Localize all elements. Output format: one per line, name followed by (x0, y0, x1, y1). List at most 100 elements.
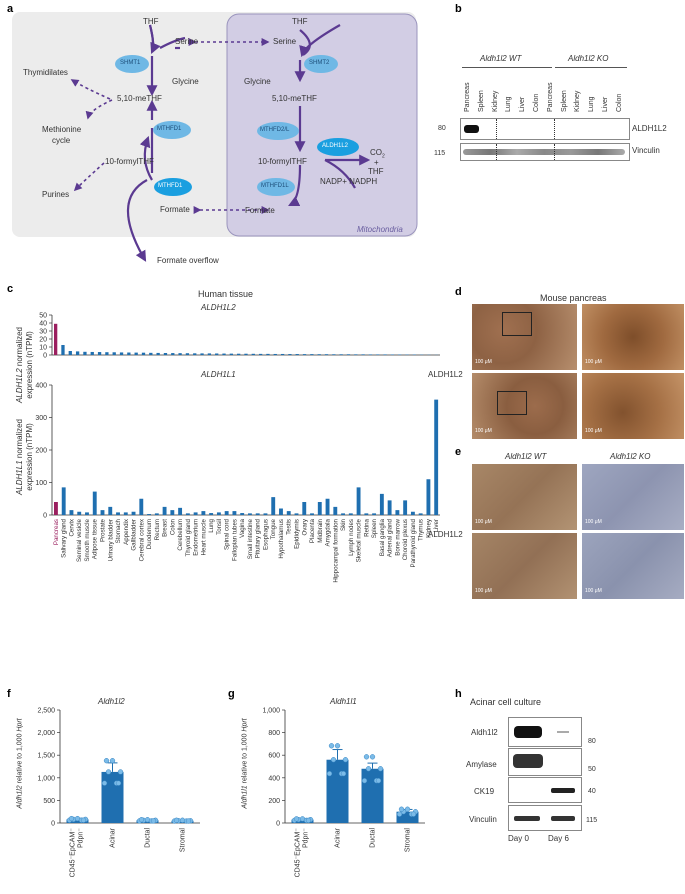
lane-label: Liver (519, 96, 527, 112)
h-row-amylase: Amylase (466, 760, 497, 769)
bottom-bar (372, 513, 377, 515)
panel-e-row-label: ALDH1L2 (428, 530, 463, 539)
top-bar (302, 354, 307, 355)
cyto-formyl: 10-formylTHF (105, 157, 154, 166)
top-ytick-label: 10 (39, 345, 47, 352)
bottom-ytick-label: 200 (35, 448, 47, 455)
panel-g-gene: Aldh1l1 (330, 697, 357, 706)
bottom-bar (333, 506, 338, 515)
data-point (80, 817, 87, 823)
bottom-bar (356, 487, 361, 515)
enzyme-mthfd1-bottom (154, 178, 192, 196)
aldh1l2-qpcr-chart: 0 500 1,000 1,500 2,000 2,500 CD45⁻EpCAM⁻ Pdpn⁻… (37, 708, 200, 877)
ytick-label: 400 (268, 775, 280, 782)
ihc-ko-1: 100 μM (582, 464, 684, 530)
bottom-category-label: Urinary bladder (107, 519, 114, 561)
bottom-ytick-label: 100 (35, 480, 47, 487)
bottom-bar (154, 513, 159, 515)
h-mw-50: 50 (588, 766, 596, 773)
ihc-wt-2: 100 μM (472, 533, 577, 599)
data-point (138, 817, 145, 823)
bottom-bar (248, 513, 252, 515)
data-point (173, 817, 180, 823)
bottom-bar (61, 487, 66, 515)
enzyme-aldh1l2 (317, 138, 359, 156)
bottom-bar (69, 510, 74, 515)
ihc-pancreas-overview-2: 100 μM (472, 373, 577, 439)
ihc-pancreas-zoom-1: 100 μM (582, 304, 684, 370)
bottom-category-label: Appendix (123, 518, 130, 545)
bottom-category-label: Tongue (270, 518, 277, 539)
bar (326, 759, 349, 823)
top-bar (61, 345, 65, 355)
mito-methylene: 5,10-meTHF (272, 94, 317, 103)
h-day6: Day 6 (548, 834, 569, 843)
top-bar (149, 352, 153, 355)
bottom-category-label: Gallbladder (131, 519, 138, 551)
h-blot-ck19 (508, 777, 582, 803)
h-mw-80: 80 (588, 738, 596, 745)
top-bar (332, 354, 336, 355)
top-bar (273, 353, 277, 355)
mthfd1l-label: MTHFD1L (261, 183, 289, 189)
blot-aldh1l2-row (460, 118, 630, 140)
top-ytick-label: 20 (39, 337, 47, 344)
shmt2-label: SHMT2 (309, 60, 330, 66)
enzyme-shmt2 (304, 55, 338, 73)
bottom-category-label: Seminal vesicle (76, 518, 83, 562)
ytick-label: 1,500 (37, 753, 55, 760)
bottom-bar (348, 513, 353, 515)
top-bar (376, 354, 380, 355)
bottom-category-label: Kidney (425, 518, 432, 538)
top-bar (266, 353, 270, 355)
bottom-bar (317, 502, 322, 515)
wt-bracket (462, 67, 552, 68)
bottom-category-label: Midbrain (317, 518, 324, 542)
lane-label: Colon (533, 93, 540, 112)
bottom-bar (216, 512, 221, 515)
bottom-category-label: Amygdala (325, 518, 332, 546)
bottom-ytick-label: 300 (35, 415, 47, 422)
data-point (398, 806, 405, 812)
bottom-bar (263, 513, 268, 515)
lane-label: Spleen (560, 90, 568, 112)
category-label: Pdpn⁻ (303, 828, 310, 848)
mthfd1-top-label: MTHFD1 (157, 126, 182, 132)
panel-f-label: f (7, 688, 11, 700)
nadp-label: NADP+ NADPH (320, 177, 378, 186)
bottom-category-label: Prostate (100, 518, 107, 542)
bottom-bar (178, 507, 183, 515)
top-bar (258, 353, 263, 355)
ytick-label: 600 (268, 753, 280, 760)
bottom-bar (255, 513, 260, 515)
top-bar (105, 352, 109, 355)
panel-a-label: a (7, 3, 14, 15)
top-bar (229, 353, 233, 355)
bottom-bar (131, 511, 136, 515)
data-point (103, 758, 110, 764)
bottom-category-label: Pituitary gland (255, 518, 262, 558)
h-mw-115: 115 (586, 817, 598, 824)
data-point (404, 806, 411, 812)
ytick-label: 800 (268, 730, 280, 737)
bottom-bar (271, 497, 276, 515)
ihc-pancreas-zoom-2: 100 μM (582, 373, 684, 439)
mito-thf-product: THF (368, 167, 384, 176)
panel-h-label: h (455, 688, 462, 700)
top-bar (244, 353, 248, 355)
bottom-category-label: Placenta (309, 518, 316, 543)
data-point (334, 743, 341, 749)
bottom-category-label: Vagina (239, 518, 246, 537)
bottom-bar (54, 502, 58, 515)
top-bar (295, 354, 299, 355)
lane-label: Lung (505, 96, 513, 112)
bottom-category-label: Retina (363, 518, 370, 536)
category-label: CD45⁻EpCAM⁻ (295, 828, 302, 878)
data-point (369, 754, 376, 760)
top-bar (163, 353, 168, 355)
data-point (363, 754, 370, 760)
bottom-category-label: Pancreas (53, 519, 60, 545)
data-point (68, 815, 75, 822)
shmt1-label: SHMT1 (120, 60, 141, 66)
data-point (340, 770, 347, 777)
